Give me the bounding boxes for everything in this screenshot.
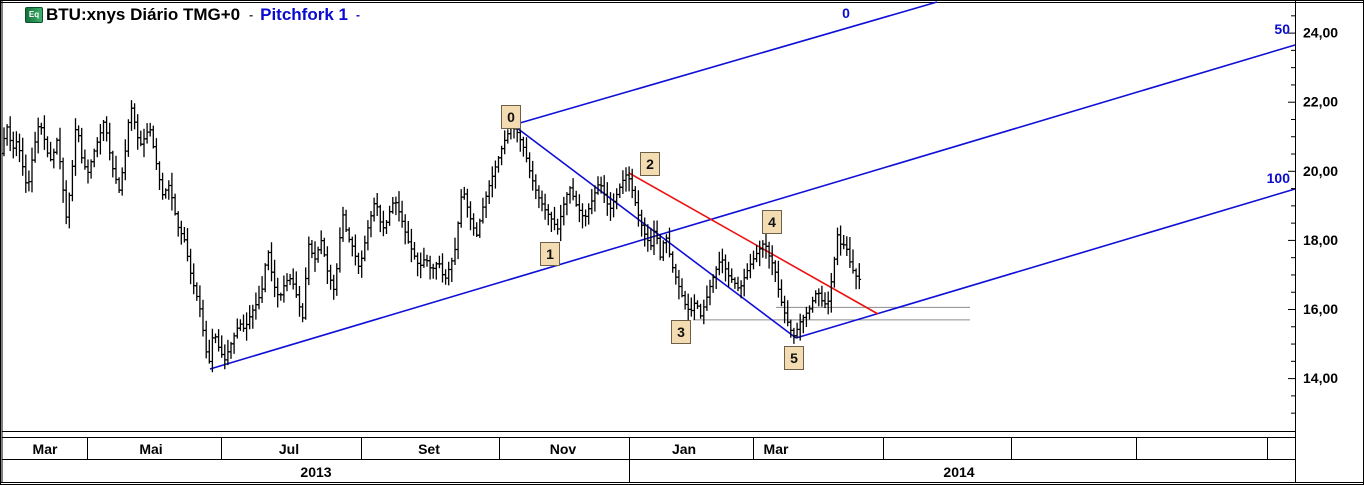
price-axis-label: 18,00: [1303, 232, 1338, 248]
wave-label-text: 2: [646, 156, 654, 172]
wave-label-box: [640, 152, 660, 176]
wave-label-4: 4: [762, 210, 782, 234]
wave-label-box: [501, 105, 521, 129]
wave-label-text: 3: [677, 324, 685, 340]
wave-label-5: 5: [784, 346, 804, 370]
month-label: Set: [418, 441, 440, 457]
symbol-title: BTU:xnys Diário TMG+0: [46, 5, 241, 24]
month-label: Mar: [764, 441, 789, 457]
wave-label-box: [784, 346, 804, 370]
ohlc-bars: [2, 100, 862, 373]
pitchfork-median-line: [209, 44, 1296, 370]
pitchfork-lower-line: [795, 188, 1296, 339]
month-label: Jul: [279, 441, 299, 457]
wave-label-text: 4: [768, 214, 776, 230]
wave-label-box: [540, 242, 560, 266]
wave-label-2: 2: [640, 152, 660, 176]
wave-label-text: 0: [507, 109, 515, 125]
month-label: Mai: [139, 441, 162, 457]
year-label: 2014: [943, 464, 974, 480]
price-axis-label: 20,00: [1303, 163, 1338, 179]
wave-label-0: 0: [501, 105, 521, 129]
wave-label-text: 1: [546, 246, 554, 262]
price-axis-label: 22,00: [1303, 94, 1338, 110]
month-label: Nov: [550, 441, 577, 457]
indicator-menu-dash[interactable]: -: [355, 8, 360, 22]
price-axis-label: 24,00: [1303, 25, 1338, 41]
wave-label-text: 5: [790, 350, 798, 366]
pitchfork-level-label-100: 100: [1267, 170, 1291, 186]
equity-badge-icon: Eq: [25, 7, 43, 23]
pitchfork-level-label-50: 50: [1274, 21, 1290, 37]
year-label: 2013: [300, 464, 331, 480]
pitchfork-upper-line: [512, 1, 938, 126]
indicator-label[interactable]: Pitchfork 1: [260, 5, 348, 24]
month-label: Jan: [672, 441, 696, 457]
red-trendline: [628, 172, 879, 315]
price-axis-label: 16,00: [1303, 301, 1338, 317]
symbol-menu-dash[interactable]: -: [249, 8, 254, 22]
month-label: Mar: [33, 441, 58, 457]
pitchfork-level-label-0: 0: [842, 5, 850, 21]
wave-label-box: [671, 320, 691, 344]
wave-label-box: [762, 210, 782, 234]
price-axis-label: 14,00: [1303, 370, 1338, 386]
wave-label-3: 3: [671, 320, 691, 344]
wave-label-1: 1: [540, 242, 560, 266]
chart-titlebar: Eq BTU:xnys Diário TMG+0 - Pitchfork 1 -: [25, 4, 367, 26]
